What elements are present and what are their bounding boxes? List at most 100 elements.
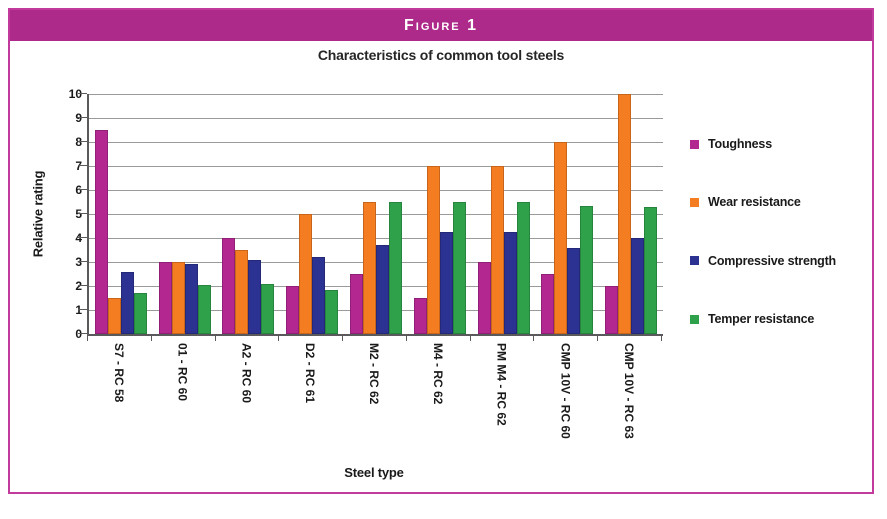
legend-item: Toughness: [690, 137, 772, 151]
category-label: CMP 10V - RC 60: [558, 343, 573, 439]
bar-group: [344, 94, 408, 334]
bar-group: [535, 94, 599, 334]
legend-item: Temper resistance: [690, 312, 814, 326]
bar-wear-resistance: [363, 202, 377, 334]
category-label: M4 - RC 62: [430, 343, 445, 405]
bar-temper-resistance: [133, 293, 147, 334]
bar-toughness: [286, 286, 300, 334]
bar-toughness: [477, 262, 491, 334]
bar-compressive-strength: [376, 245, 390, 334]
bar-temper-resistance: [452, 202, 466, 334]
y-tick-label: 0: [75, 327, 82, 341]
legend-swatch-wear-resistance: [690, 197, 699, 207]
gridline: [89, 94, 663, 95]
legend-swatch-compressive-strength: [690, 256, 699, 266]
category-label: D2 - RC 61: [303, 343, 318, 404]
legend-item: Compressive strength: [690, 254, 836, 268]
y-tick: [78, 165, 87, 166]
y-axis-title: Relative rating: [30, 170, 46, 258]
bar-compressive-strength: [120, 271, 134, 334]
y-tick-label: 10: [68, 87, 82, 101]
y-tick: [78, 93, 87, 94]
x-tick: [661, 336, 662, 341]
bar-compressive-strength: [567, 247, 581, 334]
y-tick: [78, 141, 87, 142]
x-tick: [278, 336, 280, 341]
y-tick: [78, 117, 87, 118]
x-tick: [150, 336, 152, 341]
bar-group: [408, 94, 472, 334]
bar-temper-resistance: [644, 206, 658, 334]
y-tick-label: 3: [75, 255, 82, 269]
bar-toughness: [94, 130, 108, 334]
x-tick: [469, 336, 471, 341]
bar-compressive-strength: [503, 232, 517, 334]
x-tick: [87, 336, 88, 341]
legend-label: Toughness: [708, 137, 772, 151]
y-tick-label: 6: [75, 183, 82, 197]
plot-area: [87, 94, 663, 336]
bar-toughness: [605, 286, 619, 334]
legend-label: Temper resistance: [708, 312, 815, 327]
bar-wear-resistance: [426, 166, 440, 334]
legend-label: Compressive strength: [708, 253, 836, 268]
bar-group: [217, 94, 281, 334]
x-tick: [342, 336, 344, 341]
bar-groups: [89, 94, 663, 334]
bar-group: [280, 94, 344, 334]
bar-wear-resistance: [171, 262, 185, 334]
y-tick-label: 5: [75, 207, 82, 221]
bar-toughness: [413, 298, 427, 334]
bar-temper-resistance: [580, 205, 594, 334]
y-tick-label: 8: [75, 135, 82, 149]
figure-header-band: Figure 1: [10, 10, 872, 41]
bar-toughness: [350, 274, 364, 334]
bar-wear-resistance: [490, 166, 504, 334]
category-label: CMP 10V - RC 63: [622, 343, 637, 439]
y-tick: [78, 261, 87, 262]
bar-compressive-strength: [312, 257, 326, 334]
bar-toughness: [541, 274, 555, 334]
y-tick-label: 7: [75, 159, 82, 173]
bar-toughness: [222, 238, 236, 334]
bar-temper-resistance: [261, 283, 275, 334]
figure-container: Figure 1 Characteristics of common tool …: [8, 8, 874, 494]
bar-wear-resistance: [107, 298, 121, 334]
y-tick: [78, 309, 87, 310]
category-label: 01 - RC 60: [175, 343, 190, 402]
y-tick-label: 9: [75, 111, 82, 125]
bar-temper-resistance: [516, 202, 530, 334]
bar-group: [599, 94, 663, 334]
bar-wear-resistance: [299, 214, 313, 334]
category-label: S7 - RC 58: [111, 343, 126, 403]
bar-temper-resistance: [389, 202, 403, 334]
bar-group: [89, 94, 153, 334]
bar-wear-resistance: [235, 250, 249, 334]
bar-temper-resistance: [325, 289, 339, 334]
x-tick: [214, 336, 216, 341]
y-tick: [78, 285, 87, 286]
bar-group: [472, 94, 536, 334]
figure-label: Figure 1: [404, 16, 478, 34]
gridline: [89, 118, 663, 119]
chart-region: Characteristics of common tool steels Re…: [10, 41, 872, 492]
bar-wear-resistance: [554, 142, 568, 334]
bar-compressive-strength: [248, 259, 262, 334]
y-tick: [78, 213, 87, 214]
bar-temper-resistance: [197, 284, 211, 334]
bar-wear-resistance: [618, 94, 632, 334]
legend-label: Wear resistance: [708, 195, 801, 210]
gridline: [89, 190, 663, 191]
bar-compressive-strength: [631, 238, 645, 334]
legend-swatch-temper-resistance: [690, 314, 699, 324]
x-tick: [597, 336, 599, 341]
x-tick: [533, 336, 535, 341]
bar-group: [153, 94, 217, 334]
gridline: [89, 166, 663, 167]
x-tick: [405, 336, 407, 341]
y-tick: [78, 189, 87, 190]
bar-toughness: [158, 262, 172, 334]
category-label: A2 - RC 60: [239, 343, 254, 404]
y-tick-label: 4: [75, 231, 82, 245]
x-axis-title: Steel type: [344, 465, 404, 480]
